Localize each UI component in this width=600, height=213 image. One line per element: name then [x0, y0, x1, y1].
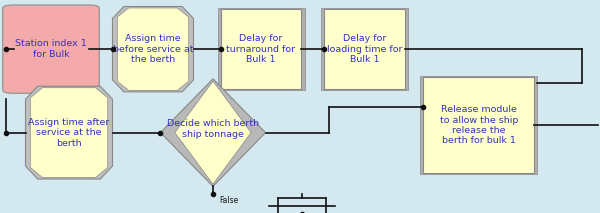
Text: Assign time after
service at the
berth: Assign time after service at the berth [28, 118, 110, 148]
Polygon shape [160, 79, 265, 186]
FancyBboxPatch shape [3, 5, 100, 93]
Text: Delay for
loading time for
Bulk 1: Delay for loading time for Bulk 1 [327, 34, 403, 64]
FancyBboxPatch shape [218, 8, 305, 90]
FancyBboxPatch shape [424, 77, 535, 173]
Text: Decide which berth
ship tonnage: Decide which berth ship tonnage [167, 119, 259, 139]
Polygon shape [31, 88, 108, 177]
FancyBboxPatch shape [325, 9, 406, 89]
Polygon shape [113, 6, 193, 92]
Polygon shape [118, 8, 188, 90]
Polygon shape [175, 81, 251, 184]
Text: False: False [219, 196, 238, 205]
Text: Station index 1
for Bulk: Station index 1 for Bulk [15, 39, 87, 59]
Polygon shape [26, 86, 113, 179]
Text: Release module
to allow the ship
release the
berth for bulk 1: Release module to allow the ship release… [440, 105, 518, 145]
FancyBboxPatch shape [322, 8, 409, 90]
Text: Delay for
turnaround for
Bulk 1: Delay for turnaround for Bulk 1 [226, 34, 296, 64]
FancyBboxPatch shape [420, 76, 538, 174]
FancyBboxPatch shape [221, 9, 301, 89]
Text: Assign time
before service at
the berth: Assign time before service at the berth [113, 34, 193, 64]
